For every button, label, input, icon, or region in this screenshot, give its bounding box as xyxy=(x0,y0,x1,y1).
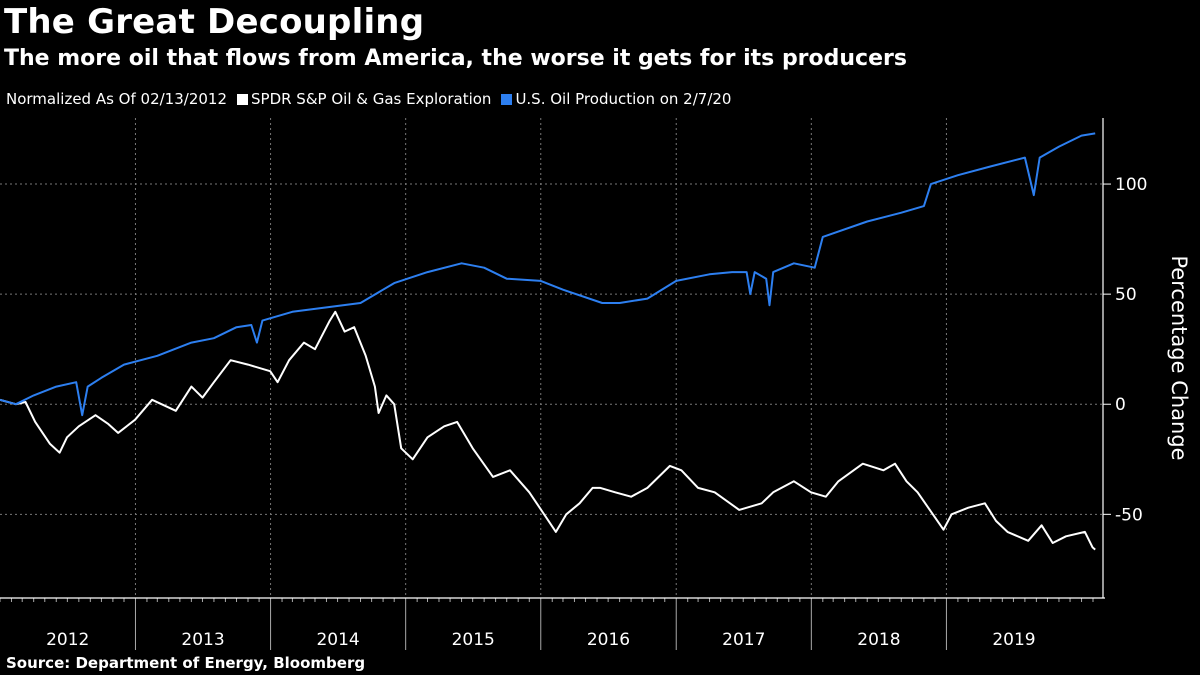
legend-label-spdr: SPDR S&P Oil & Gas Exploration xyxy=(251,90,492,108)
series-line-spdr xyxy=(0,310,1096,551)
y-tick-label: 50 xyxy=(1115,285,1137,305)
y-axis-title: Percentage Change xyxy=(1167,255,1191,460)
x-tick-label: 2016 xyxy=(587,630,630,650)
x-tick-label: 2018 xyxy=(857,630,900,650)
legend-note: Normalized As Of 02/13/2012 xyxy=(6,90,227,108)
y-tick-label: 0 xyxy=(1115,395,1126,415)
legend-swatch-spdr xyxy=(237,93,248,105)
legend-swatch-oil-production xyxy=(501,93,513,105)
x-tick-label: 2012 xyxy=(46,630,89,650)
source-note: Source: Department of Energy, Bloomberg xyxy=(6,654,366,672)
x-tick-label: 2015 xyxy=(452,630,495,650)
series-line-oil-production xyxy=(0,132,1096,417)
chart-subtitle: The more oil that flows from America, th… xyxy=(4,46,907,71)
chart-title: The Great Decoupling xyxy=(4,2,425,42)
x-tick-label: 2019 xyxy=(992,630,1035,650)
legend-item-oil-production: U.S. Oil Production on 2/7/20 xyxy=(501,90,731,108)
x-tick-label: 2017 xyxy=(722,630,765,650)
x-tick-label: 2013 xyxy=(181,630,224,650)
legend-label-oil-production: U.S. Oil Production on 2/7/20 xyxy=(515,90,732,108)
legend-item-spdr: SPDR S&P Oil & Gas Exploration xyxy=(237,90,491,108)
x-tick-label: 2014 xyxy=(316,630,359,650)
legend: Normalized As Of 02/13/2012 SPDR S&P Oil… xyxy=(6,90,741,108)
y-tick-label: 100 xyxy=(1115,175,1147,195)
y-tick-label: -50 xyxy=(1115,505,1143,525)
